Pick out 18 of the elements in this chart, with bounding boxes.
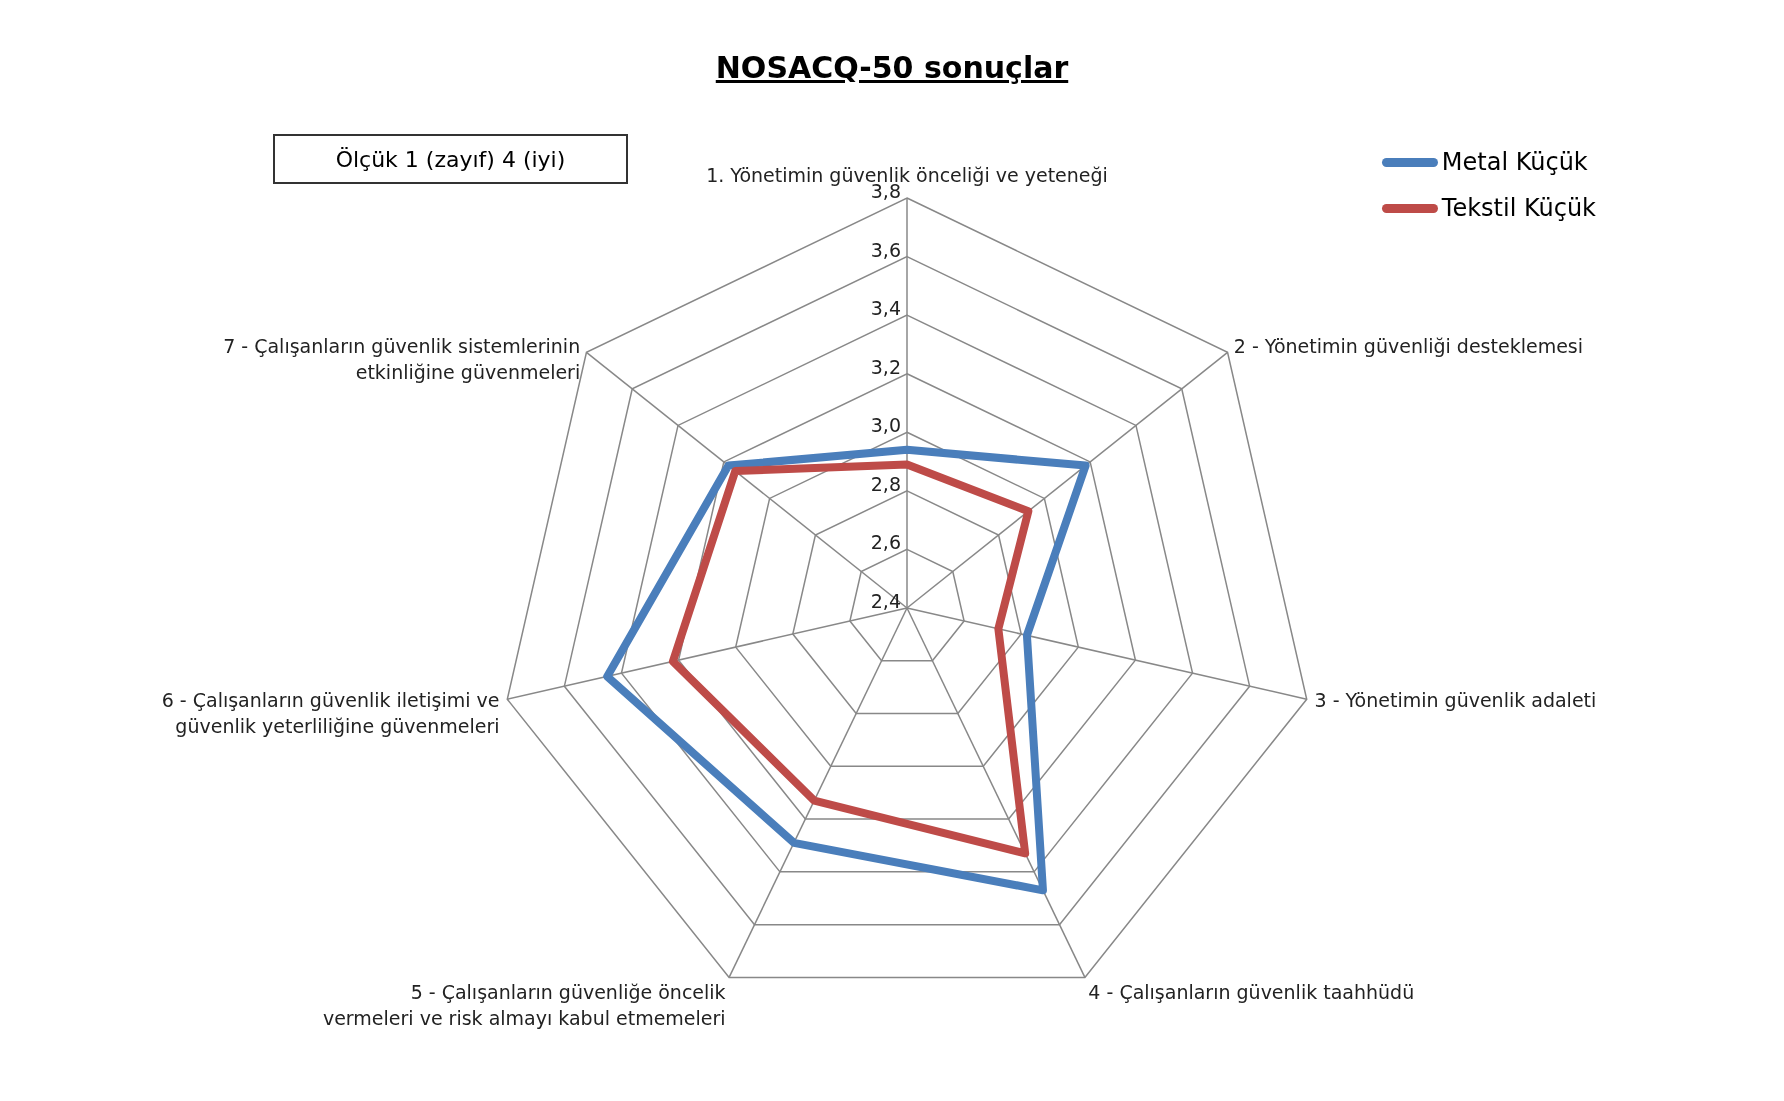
spoke-label: 1. Yönetimin güvenlik önceliği ve yeteneği (706, 164, 1108, 186)
spoke-label: 2 - Yönetimin güvenliği desteklemesi (1233, 335, 1584, 358)
spoke-label: 6 - Çalışanların güvenlik iletişimi ve güvenlik yeterliliğine güvenmeleri (161, 689, 500, 738)
chart-title: NOSACQ-50 sonuçlar (714, 50, 1070, 85)
legend-label: Tekstil Küçük (1441, 194, 1596, 222)
y-tick-label: 2,6 (870, 531, 901, 554)
legend-label: Metal Küçük (1441, 148, 1588, 176)
y-tick-label: 3,0 (870, 414, 901, 437)
text: Ölçük 1 (zayıf) 4 (iyi) (273, 134, 628, 184)
y-tick-label: 2,8 (870, 472, 901, 495)
spoke-label: 3 - Yönetimin güvenlik adaleti (1314, 689, 1597, 712)
y-tick-label: 2,4 (870, 590, 901, 612)
spoke-label: 5 - Çalışanların güvenliğe öncelik vermeleri ve risk almayı kabul etmemeleri (322, 980, 726, 1029)
y-tick-label: 3,4 (870, 297, 901, 320)
y-tick-label: 3,2 (870, 355, 901, 378)
spoke-label: 4 - Çalışanların güvenlik taahhüdü (1088, 980, 1415, 1003)
spoke-label: 7 - Çalışanların güvenlik sistemlerinin etkinliğine güvenmeleri (223, 335, 581, 384)
y-tick-label: 3,6 (870, 238, 901, 261)
